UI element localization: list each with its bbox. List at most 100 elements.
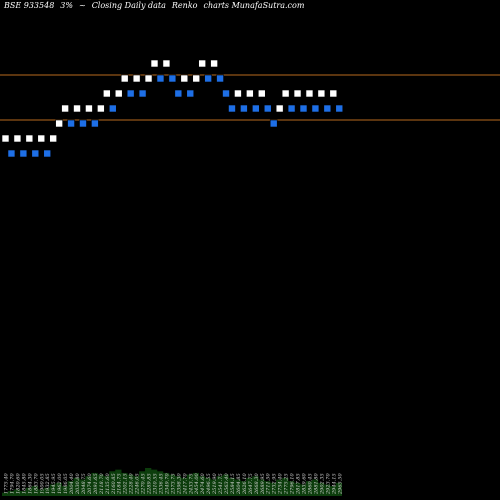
volume-bar — [25, 487, 33, 496]
down-brick — [67, 119, 75, 128]
x-tick-label: 2519.90 — [212, 473, 218, 495]
volume-bar — [252, 476, 259, 496]
volume-bar — [168, 474, 176, 496]
x-tick-label: 2336.45 — [158, 473, 164, 495]
x-tick-label: 2754.40 — [278, 473, 284, 495]
up-brick — [305, 89, 314, 98]
volume-bars — [2, 468, 343, 496]
up-brick — [114, 89, 123, 98]
x-axis-labels: 1775.40 1794.70 1820.60 1845.80 1864.30 1883.… — [4, 473, 344, 495]
x-tick-label: 2454.00 — [194, 473, 200, 495]
x-tick-label: 2584.15 — [230, 473, 236, 495]
up-brick — [103, 89, 111, 98]
volume-bar — [73, 477, 80, 496]
down-brick — [108, 104, 117, 113]
x-tick-label: 2817.85 — [296, 473, 302, 495]
up-brick — [198, 59, 206, 68]
chart-title: BSE 933548 3% ~ Closing Daily data Renko char… — [4, 1, 304, 10]
x-tick-label: 2184.75 — [117, 473, 123, 495]
volume-bar — [103, 476, 110, 496]
x-tick-label: 2775.25 — [284, 473, 290, 495]
x-tick-label: 1962.00 — [57, 473, 63, 494]
chart-site: charts MunafaSutra.com — [203, 1, 305, 10]
volume-bar — [61, 486, 68, 496]
chart-type-label: Renko — [171, 1, 198, 10]
volume-bar — [174, 476, 182, 496]
volume-bar — [43, 487, 50, 496]
volume-bar — [186, 474, 194, 496]
up-brick — [210, 59, 218, 68]
up-brick — [293, 89, 302, 98]
up-brick — [1, 134, 10, 143]
up-brick — [85, 104, 93, 113]
up-brick — [132, 74, 141, 83]
x-tick-label: 2433.75 — [188, 473, 194, 495]
volume-bar — [323, 484, 331, 496]
down-brick — [299, 104, 308, 113]
down-brick — [287, 104, 296, 113]
volume-bar — [37, 489, 45, 496]
down-brick — [156, 74, 165, 83]
volume-bar — [31, 486, 39, 496]
x-tick-label: 2839.60 — [302, 473, 308, 495]
down-brick — [240, 104, 248, 113]
up-brick — [329, 89, 338, 98]
x-tick-label: 2398.30 — [176, 473, 182, 495]
volume-bar — [317, 482, 325, 496]
x-tick-label: 2563.40 — [224, 473, 230, 495]
volume-bar — [162, 472, 170, 496]
volume-bar — [204, 477, 211, 496]
up-brick — [246, 89, 254, 98]
x-tick-label: 2860.45 — [307, 473, 313, 495]
x-tick-label: 2541.75 — [218, 473, 224, 495]
x-tick-label: 2711.50 — [266, 473, 272, 495]
x-tick-label: 2030.80 — [75, 473, 81, 495]
chart-symbol: ~ — [78, 1, 86, 10]
volume-bar — [151, 469, 158, 496]
up-brick — [120, 74, 129, 83]
x-tick-label: 2091.65 — [93, 473, 99, 495]
up-brick — [144, 74, 153, 83]
x-tick-label: 1794.70 — [9, 473, 15, 494]
down-brick — [126, 89, 135, 98]
up-brick — [234, 89, 242, 98]
up-brick — [49, 134, 57, 143]
volume-bar — [246, 477, 253, 496]
x-tick-label: 1986.05 — [63, 473, 69, 494]
x-tick-label: 1900.05 — [39, 473, 45, 494]
x-tick-label: 2246.05 — [135, 473, 141, 495]
volume-bar — [294, 482, 301, 496]
volume-bar — [311, 479, 319, 496]
volume-bar — [282, 477, 289, 496]
down-brick — [79, 119, 87, 128]
x-tick-label: 2228.40 — [129, 473, 135, 495]
x-tick-label: 2289.85 — [147, 473, 153, 495]
x-tick-label: 1932.85 — [45, 473, 51, 494]
x-tick-label: 2965.50 — [337, 473, 343, 495]
x-tick-label: 2496.55 — [206, 473, 212, 495]
down-brick — [186, 89, 195, 98]
volume-bar — [180, 477, 188, 496]
down-brick — [228, 104, 236, 113]
x-tick-label: 1775.40 — [4, 473, 10, 494]
volume-bar — [49, 484, 56, 496]
volume-bar — [240, 481, 247, 496]
up-brick — [73, 104, 81, 113]
up-brick — [162, 59, 171, 68]
down-brick — [252, 104, 260, 113]
chart-description: Closing Daily data — [91, 1, 166, 10]
x-tick-label: 2048.75 — [81, 473, 87, 495]
down-brick — [31, 149, 40, 158]
x-tick-label: 2647.75 — [248, 473, 254, 495]
up-brick — [281, 89, 290, 98]
x-tick-label: 2202.15 — [123, 473, 129, 495]
x-tick-label: 2417.70 — [182, 473, 188, 495]
down-brick — [204, 74, 212, 83]
volume-bar — [234, 479, 241, 496]
x-tick-label: 2902.35 — [319, 473, 325, 495]
up-brick — [150, 59, 159, 68]
volume-bar — [276, 479, 283, 496]
down-brick — [7, 149, 16, 158]
